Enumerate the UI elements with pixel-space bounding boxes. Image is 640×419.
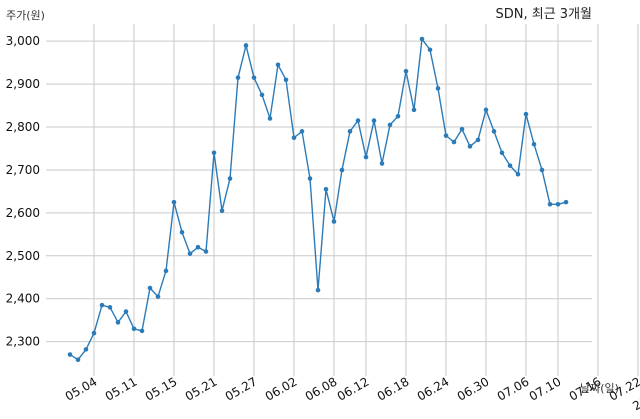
data-point (291, 135, 297, 141)
data-point (83, 347, 89, 352)
data-point (107, 305, 113, 310)
y-tick-label: 2,800 (6, 120, 40, 134)
data-point (139, 328, 145, 334)
x-tick-label: 07.06 (495, 374, 532, 403)
data-point (531, 141, 537, 147)
x-tick-label: 07.10 (527, 374, 564, 403)
y-tick-labels: 2,300 2,400 2,500 2,600 2,700 2,800 2,900 3,000 (6, 34, 40, 348)
data-point (203, 249, 209, 254)
data-point (515, 171, 521, 177)
data-point (371, 118, 377, 123)
data-point (99, 302, 105, 308)
data-point (555, 201, 561, 207)
x-tick-label: 06.18 (375, 374, 412, 403)
line-layer (69, 38, 567, 361)
y-tick-label: 2,300 (6, 335, 40, 349)
data-point (155, 294, 161, 299)
data-point (243, 43, 249, 48)
data-point (171, 199, 177, 205)
data-point (387, 122, 393, 128)
price-line (69, 38, 567, 361)
data-point (283, 77, 289, 83)
data-point (435, 86, 441, 91)
data-point (499, 150, 505, 156)
data-point (363, 154, 369, 160)
data-point (459, 126, 465, 132)
data-point (323, 186, 329, 192)
x-tick-label: 06.08 (303, 374, 340, 403)
data-point (187, 251, 193, 256)
x-axis-label: 날짜(일) (580, 381, 619, 395)
x-tick-label: 05.15 (143, 374, 180, 403)
x-tick-label: 06.24 (415, 374, 452, 403)
data-point (179, 229, 185, 235)
y-tick-label: 2,400 (6, 292, 40, 306)
data-point (147, 285, 153, 291)
data-point (523, 111, 529, 117)
x-tick-label: 06.12 (335, 374, 372, 403)
data-point (331, 219, 337, 224)
x-tick-labels: 05.04 05.11 05.15 05.21 05.27 06.02 06.0806.12… (63, 374, 640, 413)
data-point (547, 201, 553, 207)
data-point (491, 129, 497, 134)
data-point (403, 68, 409, 74)
data-point (315, 287, 321, 293)
data-point (211, 150, 217, 156)
grid-layer (46, 24, 639, 376)
data-point (355, 118, 361, 123)
data-point (475, 137, 481, 143)
y-tick-label: 3,000 (6, 34, 40, 48)
data-point (275, 62, 281, 68)
data-point (411, 107, 417, 113)
x-tick-label: 05.11 (103, 374, 140, 403)
y-tick-label: 2,700 (6, 163, 40, 177)
data-point (115, 320, 121, 325)
data-point (131, 326, 137, 332)
data-point (307, 176, 313, 181)
x-tick-label: 05.04 (63, 374, 100, 403)
data-point (419, 36, 425, 42)
data-point (443, 133, 449, 138)
data-point (427, 47, 433, 53)
data-point (67, 352, 73, 357)
x-tick-label: 05.21 (183, 374, 220, 403)
data-point (267, 116, 273, 121)
data-point (347, 129, 353, 134)
data-point (299, 129, 305, 134)
data-point (235, 75, 241, 80)
y-tick-label: 2,500 (6, 249, 40, 263)
data-point (227, 176, 233, 181)
data-point (563, 199, 569, 205)
data-point (451, 139, 457, 145)
data-point (75, 357, 81, 362)
data-point (395, 113, 401, 119)
data-point (163, 268, 169, 274)
x-tick-label: 06.02 (263, 374, 300, 403)
point-layer (67, 36, 569, 362)
data-point (195, 244, 201, 250)
data-point (219, 208, 225, 214)
x-tick-label: 05.27 (223, 374, 260, 403)
y-tick-label: 2,600 (6, 206, 40, 220)
data-point (123, 309, 129, 314)
data-point (91, 330, 97, 336)
x-tick-label: 06.30 (455, 374, 492, 403)
data-point (507, 163, 513, 168)
data-point (483, 107, 489, 113)
y-axis-label: 주가(원) (6, 9, 45, 22)
data-point (251, 75, 257, 80)
data-point (467, 144, 473, 149)
data-point (339, 167, 345, 173)
data-point (259, 92, 265, 98)
data-point (539, 167, 545, 173)
y-tick-label: 2,900 (6, 77, 40, 91)
data-point (379, 161, 385, 166)
chart-title: SDN, 최근 3개월 (496, 7, 593, 22)
